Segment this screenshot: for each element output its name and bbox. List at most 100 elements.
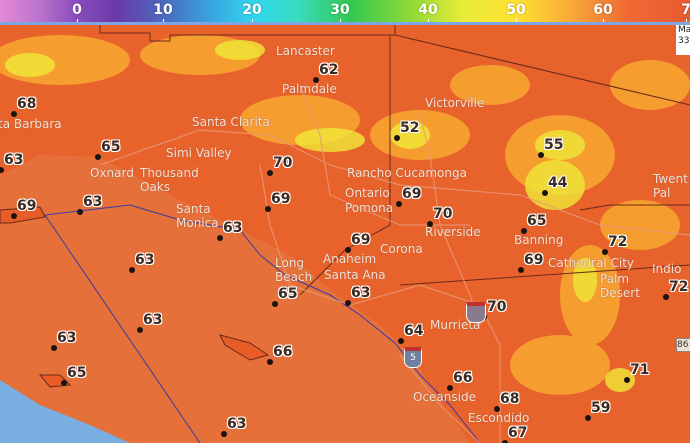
legend-tick-label: 20 — [242, 2, 262, 18]
city-label: Anaheim — [323, 252, 377, 266]
station-temperature: 44 — [548, 175, 568, 191]
city-label: Thousand Oaks — [140, 166, 199, 194]
city-label: Rancho Cucamonga — [347, 166, 467, 180]
cool-patches — [5, 40, 635, 392]
legend-tick-label: 0 — [72, 2, 82, 18]
station-marker[interactable] — [267, 359, 273, 365]
station-marker[interactable] — [217, 235, 223, 241]
station-marker[interactable] — [396, 201, 402, 207]
station-temperature: 64 — [404, 323, 424, 339]
station-temperature: 68 — [500, 391, 520, 407]
city-label: Long Beach — [275, 256, 313, 284]
station-marker[interactable] — [129, 267, 135, 273]
station-temperature: 65 — [527, 213, 547, 229]
sea-bottom-left — [0, 380, 130, 443]
station-temperature: 67 — [508, 425, 528, 441]
station-temperature: 66 — [453, 370, 473, 386]
legend-tick-mark — [340, 19, 341, 22]
station-temperature: 63 — [223, 220, 243, 236]
station-marker[interactable] — [345, 247, 351, 253]
station-temperature: 62 — [319, 62, 339, 78]
city-label: Santa Clarita — [192, 115, 270, 129]
interstate-5-shield: 5 — [404, 347, 422, 368]
legend-tick-label: 50 — [506, 2, 526, 18]
info-line-2: 33. — [678, 36, 690, 46]
temperature-map[interactable]: 62 68 65 63 70 52 55 44 69 63 69 63 69 70 65 69 72 69 63 65… — [0, 25, 690, 443]
station-marker[interactable] — [585, 415, 591, 421]
station-marker[interactable] — [0, 167, 4, 173]
station-marker[interactable] — [542, 190, 548, 196]
city-label: Santa Monica — [176, 202, 219, 230]
station-marker[interactable] — [518, 267, 524, 273]
city-label: Pomona — [345, 201, 394, 215]
station-marker[interactable] — [447, 385, 453, 391]
station-marker[interactable] — [11, 111, 17, 117]
station-temperature: 63 — [4, 152, 24, 168]
city-label: Indio — [652, 262, 682, 276]
legend-tick-mark — [603, 19, 604, 22]
station-marker[interactable] — [663, 294, 669, 300]
station-marker[interactable] — [624, 377, 630, 383]
legend-divider — [0, 22, 690, 25]
city-label: ta Barbara — [0, 117, 62, 131]
station-marker[interactable] — [51, 345, 57, 351]
legend-tick-label: 7 — [681, 2, 690, 18]
station-temperature: 69 — [17, 198, 37, 214]
station-marker[interactable] — [521, 228, 527, 234]
station-marker[interactable] — [427, 221, 433, 227]
station-marker[interactable] — [602, 249, 608, 255]
station-marker[interactable] — [11, 213, 17, 219]
station-marker[interactable] — [137, 327, 143, 333]
legend-tick-mark — [516, 19, 517, 22]
station-marker[interactable] — [61, 380, 67, 386]
station-temperature: 59 — [591, 400, 611, 416]
city-label: Oxnard — [90, 166, 134, 180]
station-marker[interactable] — [538, 152, 544, 158]
highway-86-shield: 86 — [676, 338, 690, 352]
station-temperature: 70 — [487, 299, 507, 315]
station-marker[interactable] — [272, 301, 278, 307]
city-label: Oceanside — [413, 390, 476, 404]
station-temperature: 63 — [227, 416, 247, 432]
islands — [0, 206, 270, 388]
station-marker[interactable] — [398, 338, 404, 344]
station-temperature: 69 — [524, 252, 544, 268]
station-temperature: 72 — [608, 234, 628, 250]
station-marker[interactable] — [77, 209, 83, 215]
station-temperature: 65 — [67, 365, 87, 381]
station-temperature: 70 — [273, 155, 293, 171]
station-temperature: 63 — [143, 312, 163, 328]
legend-tick-label: 60 — [593, 2, 613, 18]
map-base — [0, 25, 690, 443]
station-temperature: 69 — [402, 186, 422, 202]
station-marker[interactable] — [313, 77, 319, 83]
legend-tick-mark — [686, 19, 687, 22]
station-temperature: 69 — [351, 232, 371, 248]
legend-tick-mark — [77, 19, 78, 22]
ocean-area — [0, 155, 470, 443]
station-marker[interactable] — [494, 406, 500, 412]
station-temperature: 63 — [351, 285, 371, 301]
station-marker[interactable] — [95, 154, 101, 160]
legend-tick-label: 30 — [330, 2, 350, 18]
legend-tick-mark — [428, 19, 429, 22]
station-temperature: 65 — [101, 139, 121, 155]
station-marker[interactable] — [502, 440, 508, 443]
city-label: Lancaster — [276, 44, 335, 58]
station-temperature: 71 — [630, 362, 650, 378]
station-marker[interactable] — [345, 300, 351, 306]
city-label: Riverside — [425, 225, 481, 239]
station-marker[interactable] — [394, 135, 400, 141]
station-marker[interactable] — [265, 206, 271, 212]
station-temperature: 55 — [544, 137, 564, 153]
station-marker[interactable] — [221, 431, 227, 437]
station-temperature: 68 — [17, 96, 37, 112]
legend-tick-mark — [163, 19, 164, 22]
city-label: Santa Ana — [324, 268, 386, 282]
station-temperature: 63 — [135, 252, 155, 268]
city-label: Corona — [380, 242, 423, 256]
legend-tick-mark — [252, 19, 253, 22]
station-marker[interactable] — [267, 170, 273, 176]
city-label: Escondido — [468, 411, 530, 425]
city-label: Ontario — [345, 186, 390, 200]
